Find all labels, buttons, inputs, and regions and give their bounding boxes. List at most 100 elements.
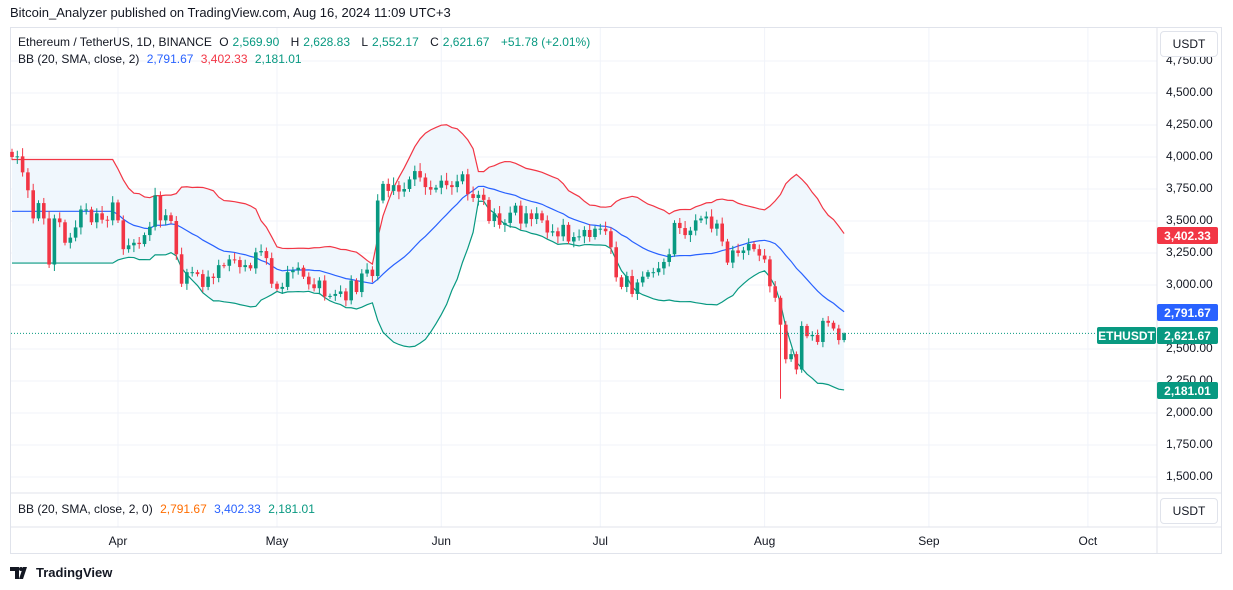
candle-body <box>232 259 237 261</box>
candle-body <box>328 295 332 297</box>
candle-body <box>121 220 126 250</box>
price-tick: 3,250.00 <box>1166 245 1213 259</box>
candle-body <box>312 284 316 289</box>
candle-body <box>503 222 507 225</box>
candle-body <box>126 245 131 250</box>
candle-body <box>683 228 687 236</box>
candle-body <box>529 213 534 220</box>
candle-body <box>397 185 401 192</box>
low-label: L <box>361 35 369 49</box>
candle-body <box>471 194 475 198</box>
candle-body <box>57 218 62 223</box>
candle-body <box>360 273 364 293</box>
open-value: 2,569.90 <box>232 35 280 49</box>
candle-body <box>158 195 163 221</box>
candle-body <box>460 174 465 182</box>
candle-body <box>688 230 693 236</box>
price-tick: 4,500.00 <box>1166 85 1213 99</box>
candle-body <box>216 265 221 278</box>
candle-body <box>837 328 841 341</box>
candle-body <box>423 177 428 188</box>
candle-body <box>407 179 412 189</box>
bb-upper-line <box>12 124 845 266</box>
candle-body <box>79 209 83 228</box>
time-axis-label: Oct <box>1078 534 1098 548</box>
price-tick: 4,250.00 <box>1166 117 1213 131</box>
candle-body <box>582 229 587 237</box>
candle-body <box>773 286 777 298</box>
candle-body <box>466 174 470 195</box>
upper-band-price-label: 3,402.33 <box>1157 227 1218 244</box>
candle-body <box>720 223 724 242</box>
candle-body <box>831 322 836 329</box>
currency-button[interactable]: USDT <box>1160 31 1218 57</box>
candle-body <box>413 171 417 180</box>
candle-body <box>280 286 285 289</box>
pane-currency-button[interactable]: USDT <box>1160 498 1218 524</box>
candle-body <box>815 334 820 342</box>
candle-body <box>826 320 830 323</box>
time-axis-label: Sep <box>918 534 940 548</box>
candle-body <box>386 183 391 191</box>
candle-body <box>545 220 550 233</box>
candle-body <box>731 250 735 263</box>
tradingview-logo[interactable]: TradingView <box>10 565 112 580</box>
candle-body <box>26 172 30 191</box>
candle-body <box>762 255 767 260</box>
candle-body <box>291 270 295 273</box>
candle-body <box>492 213 497 221</box>
high-label: H <box>290 35 300 49</box>
candle-body <box>778 297 783 325</box>
candle-body <box>678 222 682 229</box>
bb-band-fill <box>12 124 845 390</box>
candle-body <box>211 276 216 278</box>
candle-body <box>100 213 104 220</box>
candle-body <box>95 213 99 223</box>
candle-body <box>715 223 719 229</box>
price-tick: 1,750.00 <box>1166 437 1213 451</box>
candle-body <box>550 231 555 233</box>
candle-body <box>42 203 46 219</box>
tradingview-logo-icon <box>10 566 27 579</box>
low-value: 2,552.17 <box>372 35 419 49</box>
candle-body <box>243 265 247 268</box>
candle-body <box>603 228 608 232</box>
candle-body <box>254 252 258 269</box>
candle-body <box>163 215 168 221</box>
footer-logo-text: TradingView <box>36 565 113 580</box>
chart-frame <box>10 27 1222 554</box>
candle-body <box>481 194 486 200</box>
bb-upper-value: 3,402.33 <box>200 52 248 66</box>
candle-body <box>799 325 804 370</box>
price-tick: 3,750.00 <box>1166 181 1213 195</box>
bb-legend: BB (20, SMA, close, 2) 2,791.67 3,402.33… <box>18 52 306 66</box>
candle-body <box>285 272 290 287</box>
bb-pane-basis: 2,791.67 <box>160 502 207 516</box>
candle-body <box>206 276 210 287</box>
candle-body <box>307 276 311 285</box>
candle-body <box>137 242 141 245</box>
candle-body <box>784 324 788 360</box>
lower-band-price-label: 2,181.01 <box>1157 382 1218 399</box>
candle-body <box>68 237 73 243</box>
candle-body <box>810 334 815 337</box>
candle-body <box>508 212 512 223</box>
candle-body <box>338 291 343 294</box>
candle-body <box>195 272 200 275</box>
publisher-line: Bitcoin_Analyzer published on TradingVie… <box>10 5 451 20</box>
candle-body <box>704 216 709 219</box>
candle-body <box>142 235 147 245</box>
candle-body <box>821 320 825 342</box>
candle-body <box>63 222 67 243</box>
open-label: O <box>219 35 229 49</box>
candle-body <box>428 187 433 190</box>
candle-body <box>169 215 173 221</box>
candle-body <box>625 276 629 287</box>
candle-body <box>317 280 322 289</box>
candle-body <box>646 272 650 277</box>
candle-body <box>577 236 581 238</box>
candle-body <box>572 237 576 242</box>
candle-body <box>672 222 677 255</box>
candle-body <box>497 213 502 225</box>
